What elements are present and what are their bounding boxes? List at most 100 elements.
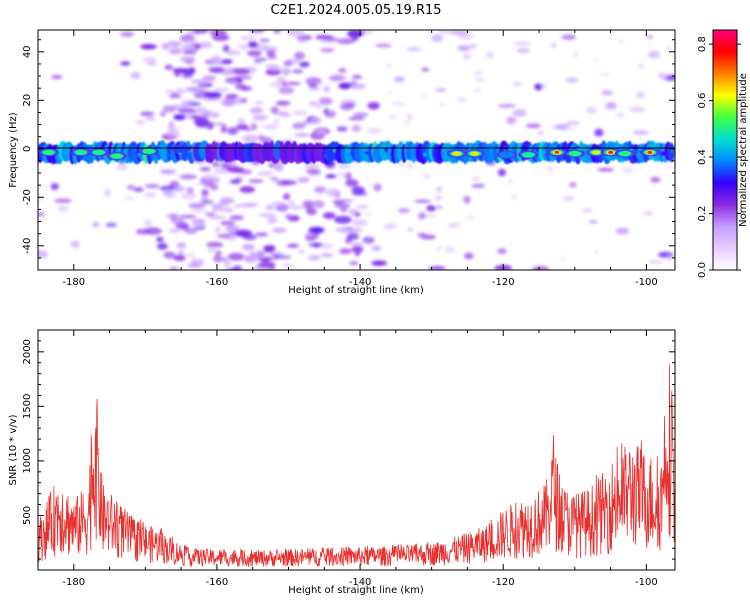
y-tick-label: 500 [22,506,33,525]
y-tick-label: 20 [22,94,33,107]
noise-blob [54,198,72,203]
noise-blob [511,194,519,200]
noise-blob [162,105,177,113]
noise-blob [294,51,305,60]
noise-blob [386,63,392,68]
noise-blob [407,227,414,232]
noise-blob [199,89,209,94]
noise-blob [296,34,313,41]
noise-blob [115,164,129,171]
noise-blob [435,88,447,92]
colorbar-tick-label: 0.0 [697,262,708,278]
noise-blob [497,168,506,177]
noise-blob [354,211,361,218]
noise-blob [161,43,176,47]
noise-blob [628,106,646,113]
colorbar-tick-label: 0.8 [697,36,708,52]
colorbar: 0.0 0.2 0.4 0.6 0.8 Normalized spectral ampl… [697,29,749,278]
noise-blob [337,164,351,169]
x-tick-label: -180 [62,277,85,288]
noise-blob [190,209,208,213]
noise-blob [168,94,182,99]
noise-blob [188,67,196,75]
noise-blob [434,195,443,201]
y-tick-label: -20 [22,189,33,205]
spectrogram-frame [37,29,676,271]
hot-spot [496,150,517,159]
hot-spot [586,148,607,157]
noise-blob [258,38,270,43]
noise-blob [458,33,474,40]
noise-blob [258,213,277,218]
noise-blob [208,215,227,220]
noise-blob [647,50,661,59]
noise-blob [229,179,241,184]
noise-blob [569,182,577,188]
noise-blob [57,206,69,212]
noise-blob [292,122,306,130]
noise-blob [180,225,190,230]
noise-blob [421,68,430,72]
noise-blob [560,256,567,262]
noise-blob [299,61,310,68]
colorbar-tick-label: 0.6 [697,93,708,109]
noise-blob [398,163,404,168]
noise-blob [273,30,281,34]
colorbar-ticks: 0.0 0.2 0.4 0.6 0.8 [697,36,741,278]
x-tick-label: -140 [349,577,372,588]
noise-blob [550,125,556,129]
noise-blob [498,104,516,108]
snr-series-line [38,364,675,568]
noise-blob [638,63,644,70]
x-tick-label: -160 [206,277,229,288]
noise-blob [308,242,324,247]
noise-blob [105,222,118,227]
noise-blob [340,103,354,111]
noise-blob [564,121,581,125]
noise-blob [213,87,229,93]
noise-blob [405,46,422,52]
noise-blob [225,94,239,100]
noise-blob [322,212,336,219]
noise-blob [164,64,174,71]
noise-blob [283,60,293,66]
noise-blob [280,103,287,108]
noise-blob [423,214,436,218]
noise-blob [444,246,456,254]
noise-blob [307,254,321,261]
noise-blob [173,254,186,261]
noise-blob [180,192,197,200]
noise-blob [304,164,320,168]
colorbar-frame [712,29,738,271]
noise-blob [169,266,178,270]
noise-blob [212,161,220,168]
noise-blob [345,179,359,187]
noise-blob [573,51,579,59]
noise-blob [335,199,354,203]
noise-blob [141,57,157,63]
noise-blob [201,76,216,82]
spectrogram-ticks: -180 -160 -140 -120 -100 40 20 0 -20 -40 [22,30,675,288]
noise-blob [120,31,135,37]
noise-blob [407,163,415,169]
noise-blob [348,116,365,121]
noise-blob [206,241,224,248]
noise-blob [236,44,245,48]
noise-blob [226,79,239,84]
noise-blob [193,222,205,227]
noise-blob [636,92,645,99]
noise-blob [531,265,550,270]
noise-blob [179,174,197,180]
noise-blob [239,203,254,208]
noise-blob [464,252,474,260]
hot-spot [564,149,585,158]
noise-blob [309,86,320,91]
noise-blob [356,205,369,209]
noise-blob [450,30,468,35]
noise-blob [213,207,232,212]
noise-blob [220,196,235,203]
noise-blob [426,205,437,212]
noise-blob [206,182,218,188]
noise-blob [181,44,195,52]
noise-blob [605,102,617,110]
